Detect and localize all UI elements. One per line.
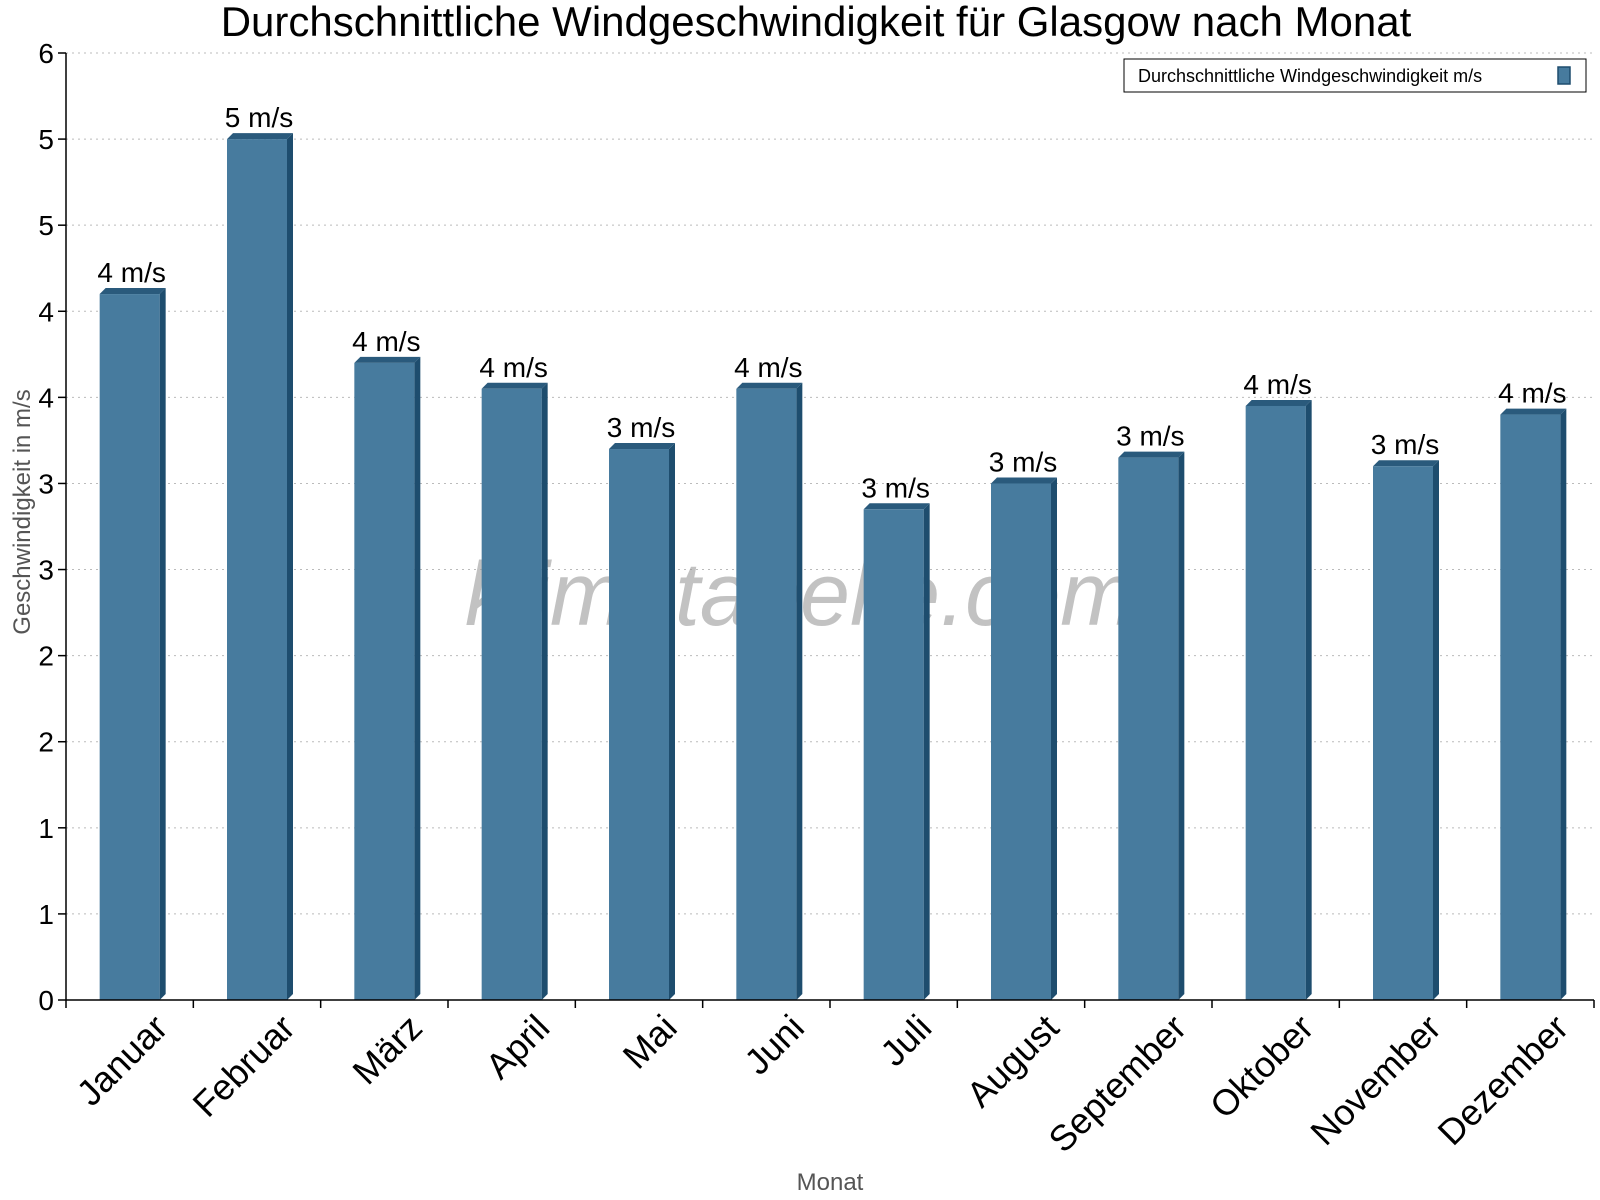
bar-top — [1245, 399, 1312, 406]
data-labels: 4 m/s 5 m/s 4 m/s 4 m/s 3 m/s 4 m/s 3 m/s 3 m/s… — [97, 102, 1566, 503]
y-tick-label: 2 — [38, 727, 54, 758]
legend-box — [1123, 58, 1587, 93]
bar-front — [1373, 466, 1433, 1001]
bar — [227, 133, 293, 1000]
data-label: 5 m/s — [225, 102, 293, 133]
y-tick-label: 5 — [38, 210, 54, 241]
data-label: 3 m/s — [1116, 421, 1184, 452]
bar — [991, 477, 1057, 1000]
x-tick-label: April — [477, 1007, 557, 1087]
bar-side — [1178, 451, 1185, 1000]
y-tick-label: 2 — [38, 641, 54, 672]
y-tick-label: 3 — [38, 555, 54, 586]
bar-top — [609, 443, 675, 450]
bar-top — [991, 477, 1057, 484]
bar-side — [1560, 408, 1567, 1001]
bar-front — [609, 449, 669, 1000]
x-tick-label: Juli — [872, 1007, 939, 1074]
bar-front — [736, 388, 797, 1001]
bar-side — [1433, 460, 1439, 1001]
y-axis-title: Geschwindigkeit in m/s — [9, 389, 36, 634]
grid-lines — [66, 52, 1594, 915]
bar-side — [414, 356, 421, 1001]
x-tick-labels: Januar Februar März April Mai Juni Juli AugustS… — [68, 1007, 1576, 1161]
x-tick-label: August — [958, 1007, 1066, 1115]
bar — [354, 356, 421, 1001]
bar — [1373, 460, 1439, 1001]
y-tick-label: 4 — [38, 296, 54, 327]
bar-top — [1118, 451, 1185, 458]
bar — [863, 503, 930, 1000]
bar-front — [354, 362, 415, 1001]
y-tick-label: 5 — [38, 124, 54, 155]
bar-front — [1118, 457, 1179, 1000]
bar-front — [99, 294, 160, 1000]
bar-front — [991, 483, 1051, 1000]
bar-top — [863, 503, 930, 510]
bar — [1500, 408, 1567, 1001]
y-tick-label: 0 — [38, 985, 54, 1016]
bar-side — [1051, 477, 1057, 1000]
data-label: 3 m/s — [861, 472, 929, 503]
bar-front — [1500, 414, 1561, 1001]
x-tick-label: November — [1302, 1007, 1448, 1153]
data-label: 4 m/s — [479, 352, 547, 383]
bars — [99, 133, 1567, 1001]
y-tick-label: 1 — [38, 813, 54, 844]
y-tick-label: 4 — [38, 382, 54, 413]
chart-title: Durchschnittliche Windgeschwindigkeit fü… — [221, 0, 1412, 45]
bar-side — [796, 382, 803, 1001]
legend-label: Durchschnittliche Windgeschwindigkeit m/… — [1138, 66, 1482, 86]
x-tick-label: Januar — [68, 1007, 175, 1114]
y-tick-labels: 0 1 1 2 2 3 3 4 4 5 5 6 — [38, 38, 54, 1016]
x-tick-label: Juni — [736, 1007, 812, 1083]
bar-front — [481, 388, 542, 1001]
bar-top — [736, 382, 803, 389]
axes — [58, 52, 1595, 1008]
bar — [1118, 451, 1185, 1000]
bar-side — [541, 382, 548, 1001]
x-tick-label: Februar — [185, 1007, 303, 1125]
bar — [481, 382, 548, 1001]
bar-top — [1373, 460, 1439, 467]
data-label: 3 m/s — [607, 412, 675, 443]
y-tick-label: 1 — [38, 899, 54, 930]
x-tick-label: September — [1040, 1007, 1194, 1161]
data-label: 4 m/s — [734, 352, 802, 383]
bar-top — [1500, 408, 1567, 415]
x-tick-label: Mai — [615, 1007, 685, 1077]
data-label: 4 m/s — [352, 326, 420, 357]
bar-side — [1305, 399, 1312, 1000]
x-tick-label: März — [344, 1007, 430, 1093]
legend: Durchschnittliche Windgeschwindigkeit m/… — [1123, 58, 1587, 93]
bar — [609, 443, 675, 1000]
data-label: 3 m/s — [989, 446, 1057, 477]
bar — [1245, 399, 1312, 1000]
data-label: 4 m/s — [1498, 378, 1566, 409]
y-tick-label: 6 — [38, 38, 54, 69]
x-axis-title: Monat — [797, 1169, 864, 1196]
bar-top — [227, 133, 293, 140]
data-label: 4 m/s — [97, 257, 165, 288]
y-tick-label: 3 — [38, 468, 54, 499]
legend-swatch — [1557, 66, 1571, 85]
bar-top — [99, 288, 166, 295]
bar-side — [159, 288, 166, 1000]
bar-top — [354, 356, 421, 363]
bar-front — [1245, 405, 1306, 1000]
bar — [736, 382, 803, 1001]
bar — [99, 288, 166, 1000]
bar-top — [481, 382, 548, 389]
bar-front — [863, 509, 924, 1000]
x-tick-label: Oktober — [1202, 1007, 1322, 1127]
bar-side — [287, 133, 293, 1000]
data-label: 3 m/s — [1371, 429, 1439, 460]
data-label: 4 m/s — [1243, 369, 1311, 400]
bar-side — [923, 503, 930, 1000]
bar-side — [669, 443, 675, 1000]
bar-front — [227, 139, 287, 1000]
x-tick-label: Dezember — [1430, 1007, 1576, 1153]
